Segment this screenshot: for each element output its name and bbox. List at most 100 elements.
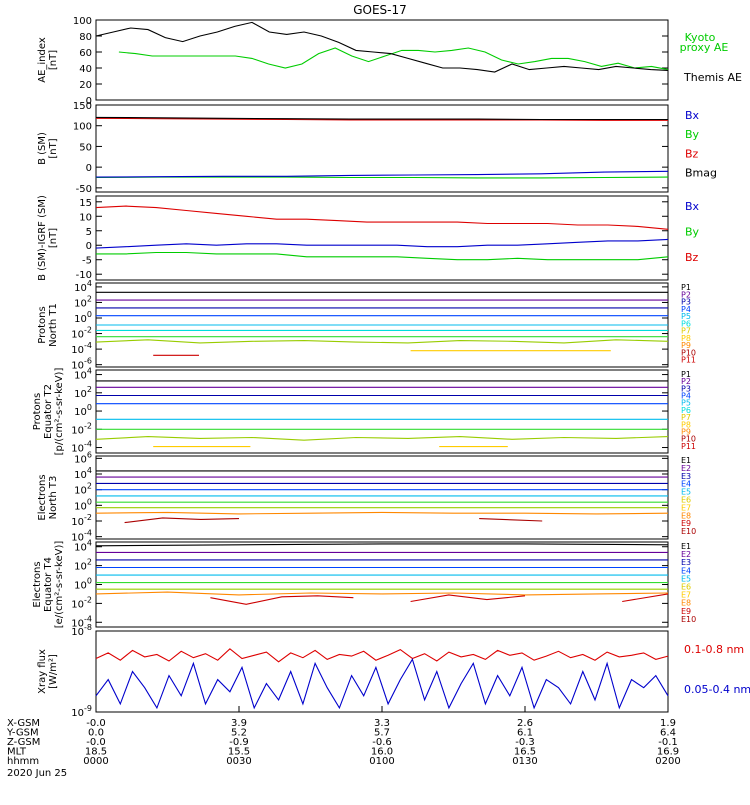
series-line-p7 (95, 436, 669, 441)
y-tick-base: 10 (71, 517, 84, 528)
legend-label: E4 (681, 480, 691, 489)
legend-label: Bx (685, 200, 700, 213)
legend-label: P3 (681, 384, 691, 393)
series-line-bz (95, 117, 668, 121)
y-tick-label: 0 (86, 163, 92, 174)
y-tick-exponent: -4 (84, 614, 92, 623)
legend-label: P9 (681, 341, 691, 350)
series-line-e8 (95, 591, 669, 596)
y-axis-label: Xray flux (37, 649, 48, 694)
y-tick-label: 100 (74, 497, 92, 512)
y-tick-label: 10-2 (71, 513, 92, 528)
y-tick-label: -10 (76, 270, 92, 281)
x-row-value: 0030 (226, 756, 251, 767)
y-tick-exponent: -8 (84, 623, 92, 632)
y-tick-exponent: 0 (87, 403, 92, 412)
legend-label: E6 (681, 583, 691, 592)
y-tick-base: 10 (71, 627, 84, 638)
y-tick-base: 10 (71, 533, 84, 544)
x-row-value: 0100 (369, 756, 394, 767)
y-tick-label: 15 (79, 198, 92, 209)
series-line-p8 (95, 339, 669, 344)
y-tick-label: 10-4 (71, 440, 92, 455)
y-tick-label: -50 (76, 184, 92, 195)
series-line-e10 (479, 518, 543, 522)
y-tick-base: 10 (74, 581, 87, 592)
y-axis-label: [nT] (48, 228, 59, 248)
legend-label: P2 (681, 290, 691, 299)
legend-label: E3 (681, 558, 691, 567)
y-tick-label: 10-4 (71, 529, 92, 544)
x-row-value: -0.1 (658, 737, 678, 748)
y-tick-exponent: 2 (87, 482, 92, 491)
y-tick-label: 104 (74, 466, 92, 481)
panel-frame (95, 455, 669, 540)
legend-label: P8 (681, 334, 691, 343)
y-tick-label: 10-8 (71, 623, 92, 638)
y-tick-label: 10-2 (71, 326, 92, 341)
y-tick-base: 10 (74, 486, 87, 497)
legend-label: P7 (681, 413, 691, 422)
legend-label: Bz (685, 251, 699, 264)
y-tick-label: 100 (74, 310, 92, 325)
panel-2: 150 100 50 0 -50 B (SM) [nT] Bx By Bz Bmag (37, 101, 717, 195)
legend-label: P1 (681, 370, 691, 379)
legend-label: P4 (681, 305, 691, 314)
y-tick-exponent: 6 (87, 450, 92, 459)
y-axis-label: [nT] (48, 138, 59, 158)
legend-label: E9 (681, 519, 691, 528)
legend-label: P3 (681, 298, 691, 307)
legend-label: P5 (681, 399, 691, 408)
y-tick-label: -5 (82, 256, 92, 267)
y-tick-base: 10 (74, 283, 87, 294)
legend-label: P11 (681, 356, 696, 365)
x-row-value: 0130 (512, 756, 537, 767)
y-tick-label: 10-6 (71, 357, 92, 372)
y-tick-label: 100 (73, 16, 92, 27)
y-tick-label: 10-2 (71, 421, 92, 436)
y-tick-base: 10 (71, 618, 84, 629)
series-line-kyoto-proxy-ae (118, 47, 669, 71)
y-axis-label: North T3 (48, 476, 59, 520)
y-tick-base: 10 (74, 454, 87, 465)
series-line-e9 (210, 595, 354, 605)
series-line-0-05-0-4-nm (95, 658, 669, 710)
legend-label: P7 (681, 327, 691, 336)
y-axis-label: Equator T4 (43, 557, 54, 612)
y-tick-label: 80 (79, 32, 92, 43)
panel-frame (95, 19, 669, 101)
y-tick-exponent: -2 (84, 595, 92, 604)
series-line-e8 (95, 511, 669, 515)
y-tick-exponent: 2 (87, 385, 92, 394)
x-row-value: 1.9 (660, 718, 676, 729)
y-tick-base: 10 (71, 444, 84, 455)
series-line-bx (95, 238, 669, 249)
x-row-label: Z-GSM (7, 737, 40, 748)
series-line-e9 (124, 517, 240, 524)
series-line-by (95, 176, 669, 179)
y-tick-label: 102 (74, 294, 92, 309)
legend-label: P5 (681, 312, 691, 321)
x-row-value: 0000 (83, 756, 108, 767)
y-tick-exponent: 0 (87, 497, 92, 506)
y-tick-base: 10 (74, 470, 87, 481)
legend-label: E10 (681, 527, 696, 536)
legend-label: P10 (681, 348, 696, 357)
x-row-value: 5.7 (374, 728, 390, 739)
legend-label: proxy AE (680, 41, 729, 54)
legend-label: Bz (685, 147, 699, 160)
y-tick-label: 100 (73, 122, 92, 133)
y-tick-label: 106 (74, 450, 92, 465)
x-row-label: Y-GSM (6, 728, 39, 739)
x-row-value: -0.0 (86, 718, 106, 729)
legend-label: E8 (681, 599, 691, 608)
y-tick-base: 10 (74, 562, 87, 573)
y-tick-label: 100 (74, 577, 92, 592)
y-tick-label: 10-4 (71, 341, 92, 356)
legend-label: E3 (681, 472, 691, 481)
y-tick-base: 10 (71, 708, 84, 719)
